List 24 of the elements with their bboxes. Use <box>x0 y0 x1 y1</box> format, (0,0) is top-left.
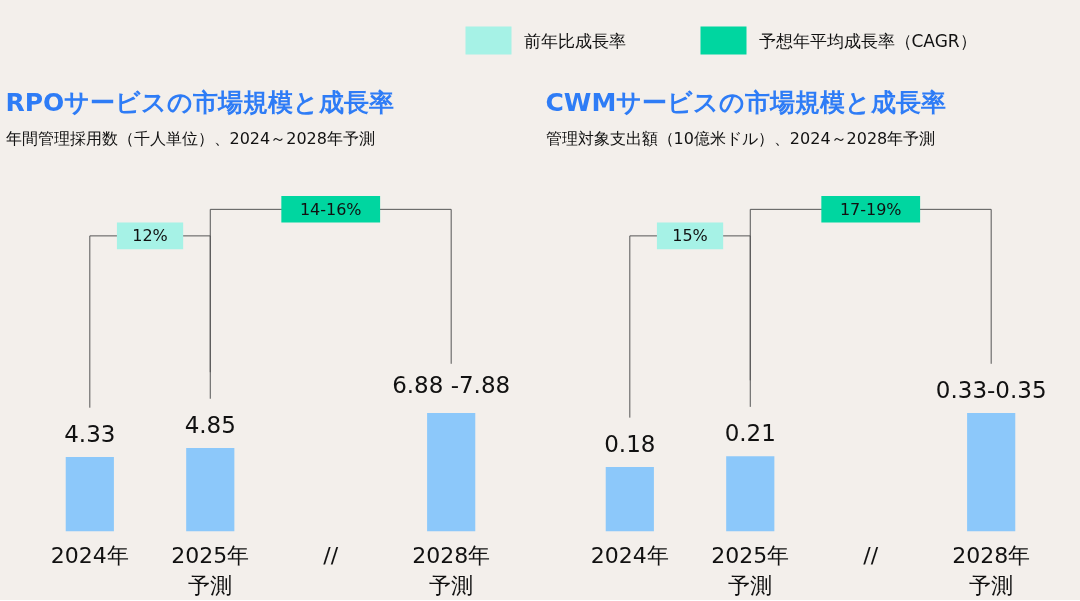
x-tick-label: 2025年予測 <box>171 542 250 598</box>
text: 14-16% <box>299 199 362 219</box>
data-label: 4.85 <box>184 411 236 438</box>
x-tick-label: 2028年予測 <box>412 542 491 598</box>
category-label: 前年比成長率 <box>523 30 626 51</box>
data-label: 0.18 <box>604 430 656 457</box>
category-label: 予想年平均成長率（CAGR） <box>758 30 977 51</box>
x-tick-label: 2028年予測 <box>952 542 1031 598</box>
text: 12% <box>132 226 168 246</box>
x-tick-label: 2025年予測 <box>711 542 790 598</box>
chart-subtitle: 管理対象支出額（10億米ドル）、2024～2028年予測 <box>545 128 936 148</box>
chart-subtitle: 年間管理採用数（千人単位）、2024～2028年予測 <box>5 128 375 148</box>
x-tick-label: // <box>863 542 879 568</box>
chart-title: RPOサービスの市場規模と成長率 <box>5 87 395 117</box>
x-tick-label: 2024年 <box>590 542 669 568</box>
text: 17-19% <box>839 199 902 219</box>
data-label: 4.33 <box>64 420 116 447</box>
x-tick-label: // <box>323 542 339 568</box>
x-tick-label: 2024年 <box>50 542 129 568</box>
data-label: 0.33-0.35 <box>935 376 1047 403</box>
text: 15% <box>672 226 708 246</box>
data-label: 0.21 <box>724 419 776 446</box>
chart-title: CWMサービスの市場規模と成長率 <box>545 87 947 117</box>
data-label: 6.88 -7.88 <box>392 371 511 398</box>
